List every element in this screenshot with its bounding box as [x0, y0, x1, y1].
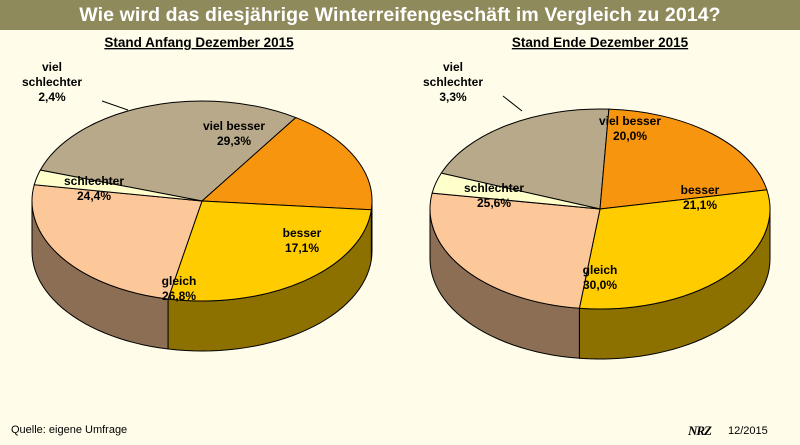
pie-slice-besser [599, 108, 768, 210]
slice-name: gleich [583, 263, 618, 277]
leader-line [502, 95, 523, 112]
slice-value: 17,1% [285, 241, 319, 255]
publication-date: 12/2015 [728, 425, 768, 437]
pie-slice-viel-schlechter [33, 169, 203, 202]
pie-slice-besser [200, 117, 373, 211]
slice-value: 3,3% [439, 90, 467, 104]
slice-value: 26,8% [162, 289, 196, 303]
slice-value: 2,4% [38, 90, 66, 104]
slice-name: schlechter [22, 75, 82, 89]
slice-name: schlechter [64, 174, 124, 188]
chart-panel: Stand Anfang Dezember 2015 viel besser 29,… [2, 31, 798, 443]
slice-value: 29,3% [217, 134, 251, 148]
nrz-logo: NRZ [688, 423, 712, 438]
slice-name: viel [443, 60, 463, 74]
chart-title: Stand Anfang Dezember 2015 [104, 35, 294, 50]
slice-name: viel [42, 60, 62, 74]
slice-value: 24,4% [77, 189, 111, 203]
pie-slice-viel-schlechter [431, 172, 601, 210]
slice-name: viel besser [599, 114, 661, 128]
slice-name: besser [283, 226, 322, 240]
slice-name: viel besser [203, 119, 265, 133]
slice-name: schlechter [423, 75, 483, 89]
slice-value: 21,1% [683, 198, 717, 212]
slice-value: 20,0% [613, 129, 647, 143]
pie-slice-viel-besser [440, 108, 610, 210]
pie-slice-viel-besser [39, 100, 297, 202]
pie-slice-schlechter [429, 192, 601, 309]
slice-value: 30,0% [583, 278, 617, 292]
slice-value: 25,6% [477, 196, 511, 210]
pie-slice-gleich [167, 200, 372, 302]
title-bar: Wie wird das diesjährige Winterreifenges… [0, 0, 800, 30]
page-title: Wie wird das diesjährige Winterreifenges… [79, 4, 721, 26]
source-note: Quelle: eigene Umfrage [11, 424, 128, 436]
slice-name: schlechter [464, 181, 524, 195]
leader-line [101, 100, 129, 111]
slice-name: gleich [162, 274, 197, 288]
pie-slice-schlechter [31, 184, 203, 300]
slice-name: besser [681, 183, 720, 197]
pie-slice-gleich [578, 189, 771, 310]
chart-title: Stand Ende Dezember 2015 [512, 35, 689, 50]
